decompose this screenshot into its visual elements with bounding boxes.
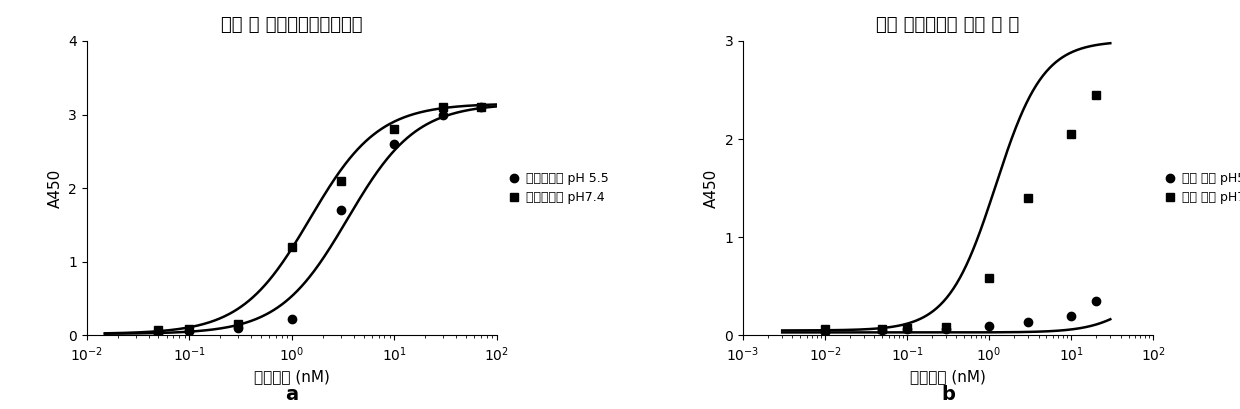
最终 克隆 pH5.5 bbox=[1021, 319, 1035, 324]
最终 克隆 pH7.4 bbox=[817, 327, 832, 332]
最终 克隆 pH7.4 bbox=[939, 324, 954, 329]
Text: b: b bbox=[941, 385, 955, 404]
最终 克隆 pH5.5 bbox=[982, 323, 997, 328]
最终 克隆 pH5.5 bbox=[939, 326, 954, 331]
Line: 突变前克隆 pH7.4: 突变前克隆 pH7.4 bbox=[154, 103, 485, 335]
突变前克隆 pH 5.5 bbox=[182, 328, 197, 333]
突变前克隆 pH7.4 bbox=[284, 245, 299, 249]
Y-axis label: A450: A450 bbox=[47, 169, 63, 208]
最终 克隆 pH5.5 bbox=[875, 328, 890, 333]
X-axis label: 抗体浓度 (nM): 抗体浓度 (nM) bbox=[910, 369, 986, 384]
突变前克隆 pH7.4 bbox=[474, 105, 489, 110]
突变前克隆 pH7.4 bbox=[182, 326, 197, 331]
突变前克隆 pH 5.5 bbox=[151, 331, 166, 336]
Y-axis label: A450: A450 bbox=[704, 169, 719, 208]
突变前克隆 pH 5.5 bbox=[474, 105, 489, 110]
Text: a: a bbox=[285, 385, 299, 404]
Legend: 突变前克隆 pH 5.5, 突变前克隆 pH7.4: 突变前克隆 pH 5.5, 突变前克隆 pH7.4 bbox=[507, 172, 609, 204]
突变前克隆 pH7.4 bbox=[334, 178, 348, 183]
突变前克隆 pH7.4 bbox=[231, 322, 246, 327]
最终 克隆 pH5.5 bbox=[900, 326, 915, 331]
Title: 突变 前 克隆抗体与抗原结合: 突变 前 克隆抗体与抗原结合 bbox=[221, 16, 362, 34]
最终 克隆 pH5.5 bbox=[817, 330, 832, 335]
最终 克隆 pH7.4 bbox=[1089, 92, 1104, 97]
最终 克隆 pH7.4 bbox=[875, 326, 890, 331]
Line: 最终 克隆 pH7.4: 最终 克隆 pH7.4 bbox=[821, 91, 1100, 334]
最终 克隆 pH7.4 bbox=[1021, 196, 1035, 200]
X-axis label: 抗体浓度 (nM): 抗体浓度 (nM) bbox=[254, 369, 330, 384]
突变前克隆 pH 5.5 bbox=[334, 208, 348, 213]
突变前克隆 pH7.4 bbox=[387, 127, 402, 132]
突变前克隆 pH 5.5 bbox=[231, 326, 246, 330]
最终 克隆 pH7.4 bbox=[900, 325, 915, 330]
最终 克隆 pH7.4 bbox=[982, 276, 997, 281]
Line: 最终 克隆 pH5.5: 最终 克隆 pH5.5 bbox=[821, 297, 1100, 337]
突变前克隆 pH 5.5 bbox=[387, 142, 402, 146]
最终 克隆 pH7.4 bbox=[1064, 132, 1079, 137]
突变前克隆 pH 5.5 bbox=[436, 112, 451, 117]
突变前克隆 pH 5.5 bbox=[284, 317, 299, 321]
最终 克隆 pH5.5 bbox=[1064, 313, 1079, 318]
Title: 最终 克隆抗体与 抗原 结 合: 最终 克隆抗体与 抗原 结 合 bbox=[877, 16, 1019, 34]
Line: 突变前克隆 pH 5.5: 突变前克隆 pH 5.5 bbox=[154, 103, 485, 337]
最终 克隆 pH5.5 bbox=[1089, 299, 1104, 303]
Legend: 最终 克隆 pH5.5, 最终 克隆 pH7.4: 最终 克隆 pH5.5, 最终 克隆 pH7.4 bbox=[1163, 172, 1240, 204]
突变前克隆 pH7.4 bbox=[151, 328, 166, 333]
突变前克隆 pH7.4 bbox=[436, 105, 451, 110]
